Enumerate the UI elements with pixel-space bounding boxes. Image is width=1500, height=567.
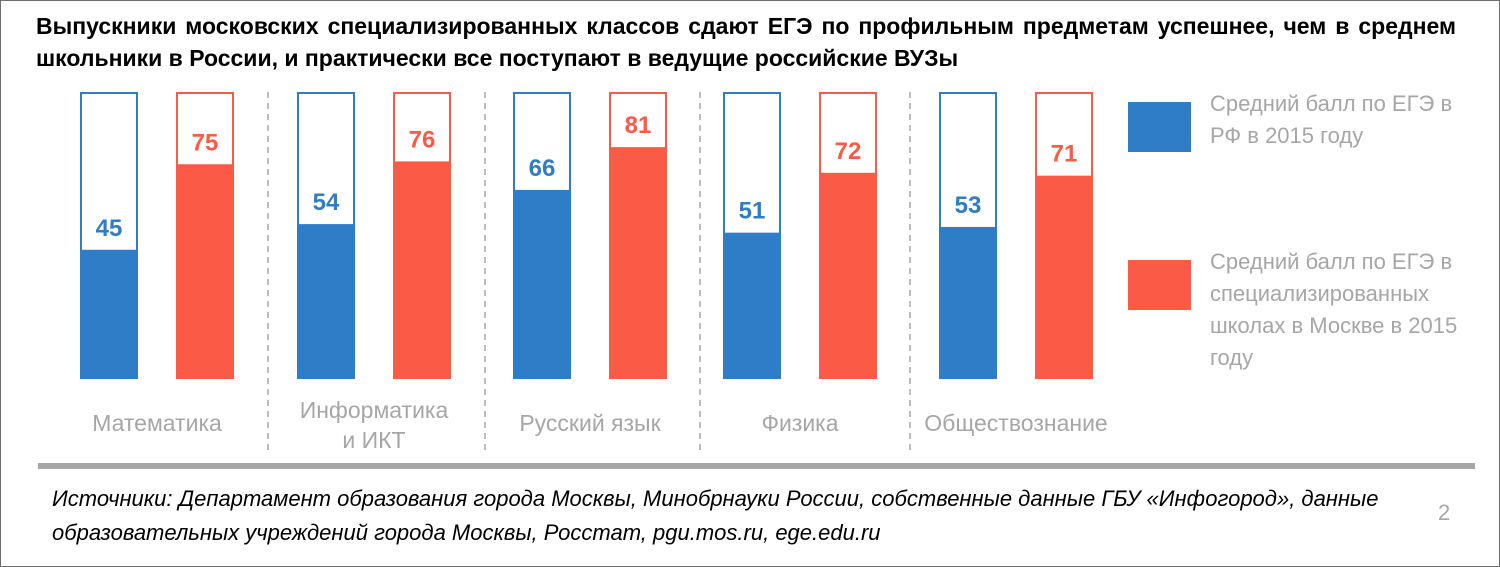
divider-rule	[38, 463, 1475, 469]
data-label-1-4: 71	[1051, 141, 1078, 168]
legend-item-moscow: Средний балл по ЕГЭ в специализированных…	[1128, 246, 1470, 374]
data-label-0-3: 51	[739, 198, 766, 225]
data-label-0-2: 66	[529, 155, 556, 182]
data-label-1-3: 72	[835, 138, 862, 165]
category-label-line: Математика	[92, 410, 222, 436]
sources-note: Источники: Департамент образования город…	[52, 486, 1379, 545]
category-label-line: и ИКТ	[342, 427, 405, 453]
bar-0-4	[940, 226, 996, 378]
category-label-2: Русский язык	[519, 410, 661, 436]
slide-title: Выпускники московских специализированных…	[36, 13, 1456, 71]
bar-chart: 45 75 Математика 54 76 Информатика и ИКТ 66 81 Ру…	[80, 92, 1108, 455]
category-label-line: Русский язык	[519, 410, 661, 436]
bar-0-3	[724, 232, 780, 378]
category-label-1: Информатика и ИКТ	[300, 397, 449, 453]
legend-item-rf: Средний балл по ЕГЭ в РФ в 2015 году	[1128, 88, 1470, 152]
legend-label-rf: Средний балл по ЕГЭ в РФ в 2015 году	[1210, 91, 1453, 148]
legend-label-moscow: Средний балл по ЕГЭ в специализированных…	[1210, 249, 1458, 370]
data-label-0-1: 54	[313, 189, 340, 216]
data-label-1-2: 81	[625, 112, 652, 139]
bar-0-0	[81, 249, 137, 378]
data-label-1-0: 75	[192, 129, 219, 156]
data-label-0-4: 53	[955, 192, 982, 219]
category-label-line: Обществознание	[924, 410, 1107, 436]
legend-swatch-red	[1128, 260, 1191, 310]
bar-0-1	[298, 224, 354, 378]
category-label-4: Обществознание	[924, 410, 1107, 436]
category-label-0: Математика	[92, 410, 222, 436]
bar-1-2	[610, 147, 666, 378]
category-label-3: Физика	[761, 410, 838, 436]
data-label-1-1: 76	[409, 126, 436, 153]
bar-1-0	[177, 164, 233, 378]
bar-1-4	[1036, 175, 1092, 378]
data-label-0-0: 45	[96, 215, 123, 242]
bar-0-2	[514, 189, 570, 378]
bar-1-1	[394, 161, 450, 378]
legend-swatch-blue	[1128, 102, 1191, 152]
page-number: 2	[1438, 500, 1451, 525]
category-label-line: Информатика	[300, 397, 449, 423]
bar-1-3	[820, 172, 876, 378]
category-label-line: Физика	[761, 410, 838, 436]
